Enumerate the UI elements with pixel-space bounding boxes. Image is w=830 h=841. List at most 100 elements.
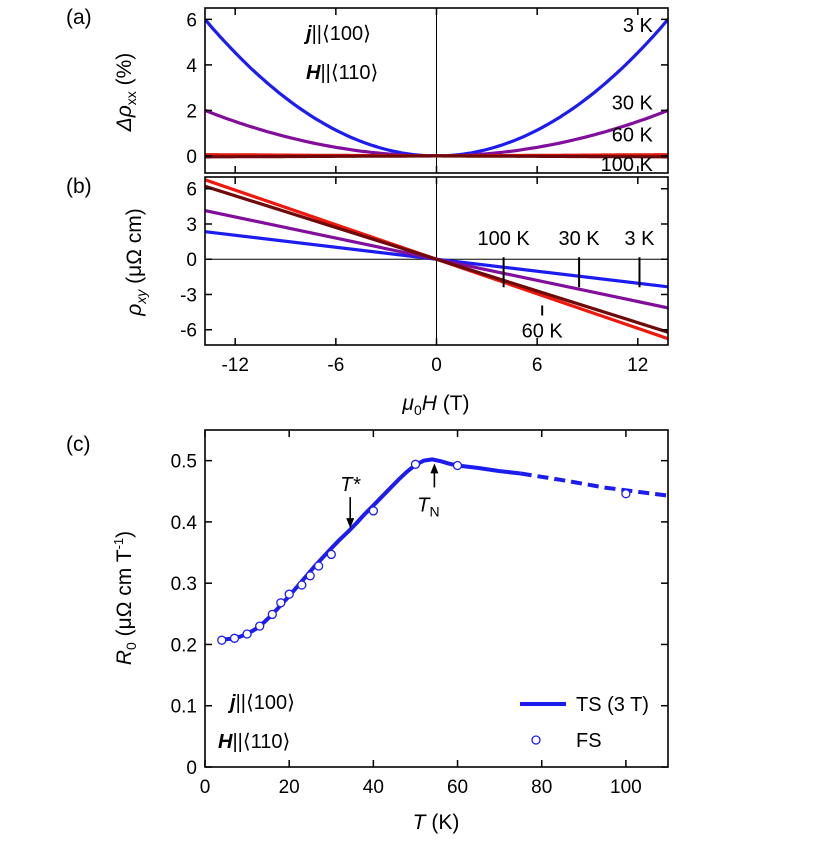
y-tick-label-b: 0 <box>186 250 197 271</box>
y-axis-label-b-main: ρ <box>123 304 146 317</box>
y-axis-label-b: ρxy (μΩ cm) <box>123 208 149 316</box>
annotation-j-direction-c: ||⟨100⟩ <box>236 692 295 714</box>
panel-label-a: (a) <box>66 6 92 29</box>
data-point-fs <box>326 549 336 560</box>
x-tick-label-b: 0 <box>431 355 442 376</box>
series-label-a: 60 K <box>612 124 654 146</box>
x-tick-label-b: -12 <box>221 355 248 376</box>
annotation-t-n: TN <box>417 494 439 519</box>
annotation-j-100-c: j||⟨100⟩ <box>227 692 295 714</box>
series-label-a: 100 K <box>601 154 654 176</box>
annotation-h-direction: ||⟨110⟩ <box>320 62 378 84</box>
arrow-head-t-n <box>430 463 439 474</box>
y-axis-label-b-unit: (μΩ cm) <box>123 208 146 289</box>
data-point-fs <box>242 629 252 639</box>
y-tick-label-b: 3 <box>186 215 197 236</box>
data-point-fs <box>368 506 379 516</box>
series-label-b: 60 K <box>522 321 564 343</box>
annotation-j-direction: ||⟨100⟩ <box>312 23 371 45</box>
x-axis-label-c: T (K) <box>413 811 460 834</box>
legend-label-ts: TS (3 T) <box>576 694 649 716</box>
data-point-fs <box>305 571 315 581</box>
data-point-fs <box>284 589 294 599</box>
data-point-fs <box>297 580 307 590</box>
data-point-fs <box>217 635 227 645</box>
y-tick-label-c: 0.1 <box>171 697 197 718</box>
y-tick-label-c: 0.3 <box>171 574 197 595</box>
x-tick-label-c: 0 <box>200 777 211 798</box>
y-tick-label-c: 0.4 <box>171 513 198 534</box>
y-tick-label-a: 4 <box>186 56 197 77</box>
data-point-fs <box>229 633 240 643</box>
data-point-fs <box>276 598 286 608</box>
y-axis-label-a-unit: (%) <box>113 53 136 92</box>
x-tick-label-c: 60 <box>447 777 468 798</box>
y-axis-label-c: R0 (μΩ cm T-1) <box>111 531 139 665</box>
panel-label-c: (c) <box>66 433 91 456</box>
series-label-b: 30 K <box>559 228 601 250</box>
annotation-j-100-a: j||⟨100⟩ <box>303 23 371 45</box>
x-tick-label-b: 6 <box>532 355 543 376</box>
x-axis-label-c-main: T <box>413 811 428 834</box>
x-tick-label-b: -6 <box>327 355 344 376</box>
legend-marker-fs <box>531 735 541 745</box>
y-axis-label-c-unit: (μΩ cm T <box>113 549 136 642</box>
x-tick-label-c: 20 <box>279 777 300 798</box>
x-tick-label-c: 100 <box>610 777 642 798</box>
series-label-b: 100 K <box>477 228 530 250</box>
x-tick-label-c: 80 <box>531 777 552 798</box>
legend-label-fs: FS <box>576 730 602 752</box>
y-tick-label-b: -3 <box>180 285 197 306</box>
annotation-h-110-c: H||⟨110⟩ <box>218 731 290 753</box>
series-line-ts-dashed <box>520 471 668 498</box>
y-tick-label-a: 2 <box>186 101 197 122</box>
series-line-ts <box>221 457 521 642</box>
series-label-a: 3 K <box>623 15 654 37</box>
y-tick-label-c: 0.2 <box>171 635 197 656</box>
annotation-h-direction-c: ||⟨110⟩ <box>232 731 290 753</box>
y-tick-label-b: 6 <box>186 180 197 201</box>
annotation-j-symbol: j <box>303 23 312 45</box>
annotation-h-110-a: H||⟨110⟩ <box>306 62 378 84</box>
y-tick-label-c: 0 <box>186 758 197 779</box>
y-tick-label-c: 0.5 <box>171 452 197 473</box>
annotation-j-symbol-c: j <box>227 692 236 714</box>
panel-c: (c) 00.10.20.30.40.50 20 40 60 80 100 T*TN j|… <box>66 429 669 834</box>
x-axis-label-b-rest: H <box>422 392 438 415</box>
y-axis-label-c-sub: 0 <box>123 642 139 650</box>
data-point-fs <box>267 609 277 620</box>
y-tick-label-a: 6 <box>186 10 197 31</box>
data-point-fs <box>452 460 463 471</box>
series-line-a-100K <box>205 154 668 159</box>
x-axis-label-b-sub: 0 <box>414 402 422 418</box>
series-line-b-100K <box>205 184 668 334</box>
arrow-head-t-star <box>346 518 355 529</box>
x-axis-label-b: μ0H (T) <box>401 392 469 418</box>
panel-b: (b) -6 -3 0 3 6 -12 -6 0 6 12 100 K 30 K 3 K 60 K ρx… <box>66 175 669 418</box>
legend: TS (3 T) FS <box>520 694 649 752</box>
x-tick-label-c: 40 <box>363 777 384 798</box>
data-point-fs <box>255 621 265 631</box>
annotation-h-symbol: H <box>306 62 321 84</box>
annotation-h-symbol-c: H <box>218 731 233 753</box>
y-tick-label-a: 0 <box>186 147 197 168</box>
panel-label-b: (b) <box>66 175 92 198</box>
y-axis-label-c-sup: -1 <box>111 538 126 550</box>
x-axis-label-b-main: μ <box>401 392 414 415</box>
y-axis-label-c-main: R <box>113 650 136 665</box>
y-axis-label-c-close: ) <box>113 531 136 538</box>
x-axis-label-c-unit: (K) <box>426 811 460 834</box>
annotation-t-star: T* <box>340 474 361 496</box>
data-point-fs <box>621 489 631 499</box>
plot-frame-c <box>204 429 669 768</box>
data-point-fs <box>410 459 421 469</box>
x-tick-label-b: 12 <box>627 355 648 376</box>
x-axis-label-b-unit: (T) <box>437 392 470 415</box>
y-axis-label-a: Δρxx (%) <box>113 53 139 133</box>
data-point-fs <box>313 561 324 571</box>
series-label-a: 30 K <box>612 92 654 114</box>
series-label-b: 3 K <box>624 228 655 250</box>
y-axis-label-a-sub: xx <box>123 91 139 105</box>
